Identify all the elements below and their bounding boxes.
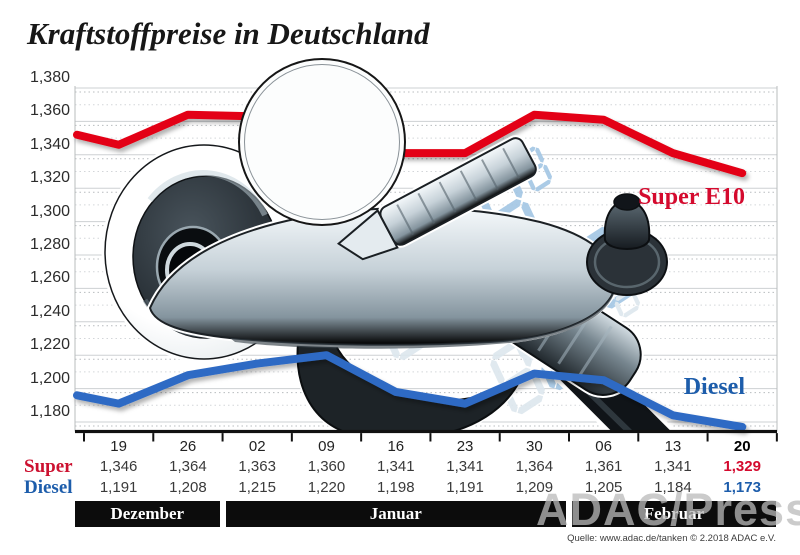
y-tick-label: 1,300 (29, 202, 70, 220)
y-tick-label: 1,260 (29, 269, 70, 287)
row-label-super: Super (24, 456, 73, 477)
line-diesel (73, 351, 747, 431)
diesel-value: 1,173 (723, 479, 761, 496)
date-label: 02 (248, 438, 266, 455)
super-value: 1,364 (515, 458, 554, 475)
date-label: 09 (318, 438, 335, 455)
source-note: Quelle: www.adac.de/tanken © 2.2018 ADAC… (567, 533, 776, 544)
month-bar-februar: Februar (572, 501, 776, 527)
diesel-value: 1,191 (446, 479, 484, 496)
y-tick-label: 1,320 (29, 169, 70, 187)
adac-presse-watermark: ADAC/Presse (536, 484, 800, 535)
month-bar-dezember: Dezember (75, 501, 220, 527)
y-tick-label: 1,200 (29, 369, 70, 387)
date-label: 06 (595, 438, 612, 455)
y-tick-label: 1,220 (29, 336, 70, 354)
date-label: 26 (179, 438, 197, 455)
nozzle-spout (336, 135, 539, 261)
super-value: 1,346 (99, 458, 138, 475)
diesel-value: 1,191 (99, 479, 138, 496)
date-label: 30 (526, 438, 543, 455)
diesel-value: 1,220 (307, 479, 346, 496)
x-axis (75, 429, 778, 442)
row-label-diesel: Diesel (24, 477, 73, 498)
super-value: 1,329 (723, 458, 761, 475)
super-value: 1,360 (307, 458, 346, 475)
super-value: 1,341 (446, 458, 484, 475)
super-value: 1,341 (377, 458, 415, 475)
diesel-value: 1,198 (377, 479, 415, 496)
y-tick-label: 1,380 (29, 69, 70, 86)
super-value: 1,361 (584, 458, 623, 475)
y-tick-label: 1,240 (29, 302, 70, 320)
diesel-value: 1,205 (584, 479, 623, 496)
date-label: 16 (387, 438, 405, 455)
date-label: 19 (110, 438, 127, 455)
diesel-value: 1,209 (515, 479, 554, 496)
series-label-diesel: Diesel (683, 374, 745, 400)
page-title: Kraftstoffpreise in Deutschland (27, 16, 430, 51)
date-label: 20 (733, 438, 751, 455)
y-tick-label: 1,360 (29, 102, 70, 120)
diesel-value: 1,215 (238, 479, 276, 496)
series-label-super-e10: Super E10 (638, 184, 745, 210)
super-value: 1,363 (238, 458, 276, 475)
date-label: 23 (456, 438, 474, 455)
diesel-value: 1,208 (169, 479, 207, 496)
date-label: 13 (664, 438, 682, 455)
month-bar-januar: Januar (225, 501, 566, 527)
y-tick-label: 1,340 (29, 135, 70, 153)
super-value: 1,364 (169, 458, 207, 475)
y-tick-label: 1,280 (29, 236, 70, 253)
magnifier-circle (238, 58, 406, 226)
diesel-value: 1,184 (654, 479, 692, 496)
y-tick-label: 1,180 (29, 403, 70, 420)
super-value: 1,341 (654, 458, 692, 475)
